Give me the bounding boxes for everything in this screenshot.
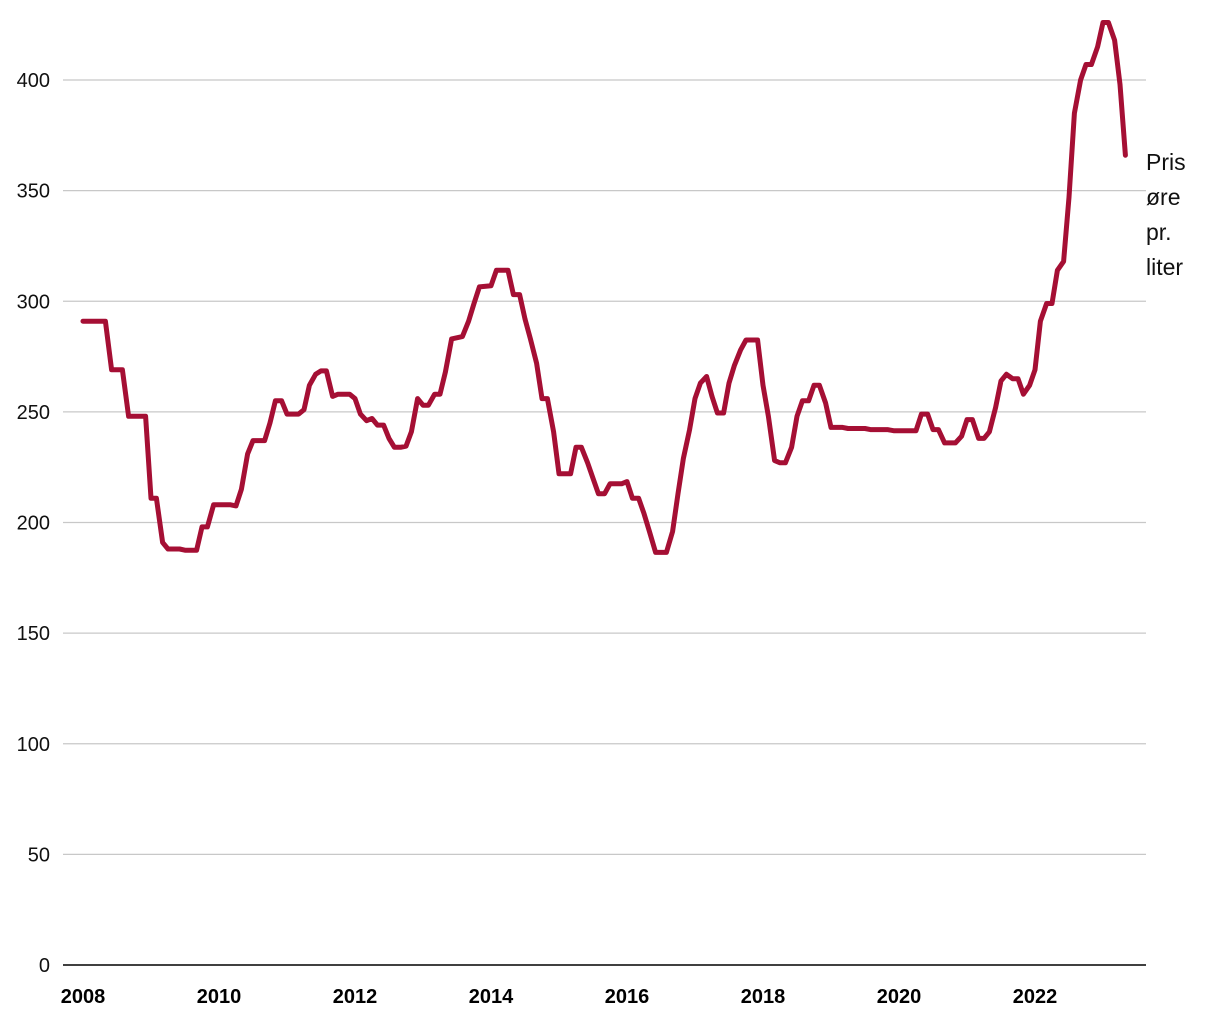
x-tick-label: 2008 xyxy=(61,986,106,1008)
annotation-line: Pris xyxy=(1146,149,1186,175)
x-tick-label: 2012 xyxy=(333,986,378,1008)
y-axis-ticks: 0 50 100 150 200 250 300 350 400 xyxy=(17,70,50,977)
x-tick-label: 2014 xyxy=(469,986,514,1008)
series-line-price xyxy=(80,20,1128,555)
y-tick-label: 100 xyxy=(17,734,50,756)
y-tick-label: 0 xyxy=(39,955,50,977)
annotation-line: pr. xyxy=(1146,219,1172,245)
annotation-line: liter xyxy=(1146,254,1183,280)
y-tick-label: 350 xyxy=(17,181,50,203)
end-annotation: Pris øre pr. liter xyxy=(1146,149,1186,280)
y-tick-label: 400 xyxy=(17,70,50,92)
x-tick-label: 2020 xyxy=(877,986,922,1008)
y-tick-label: 50 xyxy=(28,844,50,866)
x-axis-ticks: 2008 2010 2012 2014 2016 2018 2020 2022 xyxy=(61,986,1058,1008)
gridlines xyxy=(63,79,1146,855)
x-tick-label: 2016 xyxy=(605,986,650,1008)
y-tick-label: 250 xyxy=(17,402,50,424)
y-tick-label: 150 xyxy=(17,623,50,645)
annotation-line: øre xyxy=(1146,184,1181,210)
x-tick-label: 2010 xyxy=(197,986,242,1008)
x-tick-label: 2018 xyxy=(741,986,786,1008)
y-tick-label: 200 xyxy=(17,513,50,535)
x-tick-label: 2022 xyxy=(1013,986,1058,1008)
y-tick-label: 300 xyxy=(17,291,50,313)
